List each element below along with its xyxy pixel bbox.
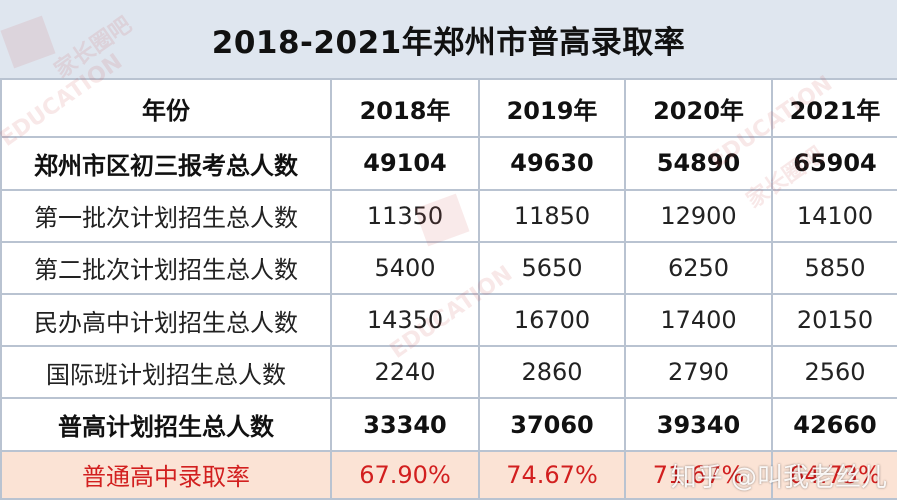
- cell-value: 2790: [624, 345, 773, 400]
- cell-value: 65904: [771, 136, 897, 191]
- table-row: 国际班计划招生总人数 2240 2860 2790 2560: [0, 345, 897, 400]
- cell-value: 5850: [771, 240, 897, 295]
- cell-value: 49630: [478, 136, 626, 191]
- cell-value: 14350: [330, 292, 480, 348]
- row-label: 第一批次计划招生总人数: [0, 188, 332, 243]
- header-row: 年份 2018年 2019年 2020年 2021年: [0, 77, 897, 139]
- cell-value: 2240: [330, 345, 480, 400]
- cell-value: 71.67%: [624, 449, 773, 500]
- row-label: 第二批次计划招生总人数: [0, 240, 332, 295]
- header-year: 2019年: [478, 77, 626, 139]
- cell-value: 64.73%: [771, 449, 897, 500]
- table-row: 郑州市区初三报考总人数 49104 49630 54890 65904: [0, 136, 897, 191]
- row-label: 普高计划招生总人数: [0, 397, 332, 452]
- cell-value: 11350: [330, 188, 480, 243]
- header-year: 2021年: [771, 77, 897, 139]
- table-row: 普高计划招生总人数 33340 37060 39340 42660: [0, 397, 897, 452]
- cell-value: 2860: [478, 345, 626, 400]
- header-year: 2020年: [624, 77, 773, 139]
- header-year: 2018年: [330, 77, 480, 139]
- table-row-admission-rate: 普通高中录取率 67.90% 74.67% 71.67% 64.73%: [0, 449, 897, 500]
- cell-value: 20150: [771, 292, 897, 348]
- header-label: 年份: [0, 77, 332, 139]
- cell-value: 74.67%: [478, 449, 626, 500]
- cell-value: 14100: [771, 188, 897, 243]
- cell-value: 39340: [624, 397, 773, 452]
- table-row: 第二批次计划招生总人数 5400 5650 6250 5850: [0, 240, 897, 295]
- cell-value: 6250: [624, 240, 773, 295]
- cell-value: 42660: [771, 397, 897, 452]
- table-row: 第一批次计划招生总人数 11350 11850 12900 14100: [0, 188, 897, 243]
- table-row: 民办高中计划招生总人数 14350 16700 17400 20150: [0, 292, 897, 348]
- cell-value: 16700: [478, 292, 626, 348]
- cell-value: 2560: [771, 345, 897, 400]
- row-label: 普通高中录取率: [0, 449, 332, 500]
- table-title: 2018-2021年郑州市普高录取率: [211, 24, 686, 61]
- cell-value: 37060: [478, 397, 626, 452]
- row-label: 民办高中计划招生总人数: [0, 292, 332, 348]
- row-label: 国际班计划招生总人数: [0, 345, 332, 400]
- cell-value: 5400: [330, 240, 480, 295]
- cell-value: 11850: [478, 188, 626, 243]
- row-label: 郑州市区初三报考总人数: [0, 136, 332, 191]
- cell-value: 33340: [330, 397, 480, 452]
- cell-value: 49104: [330, 136, 480, 191]
- cell-value: 12900: [624, 188, 773, 243]
- cell-value: 67.90%: [330, 449, 480, 500]
- cell-value: 54890: [624, 136, 773, 191]
- title-bar: 2018-2021年郑州市普高录取率: [0, 0, 897, 80]
- cell-value: 5650: [478, 240, 626, 295]
- admission-rate-table: 年份 2018年 2019年 2020年 2021年 郑州市区初三报考总人数 4…: [0, 77, 897, 500]
- cell-value: 17400: [624, 292, 773, 348]
